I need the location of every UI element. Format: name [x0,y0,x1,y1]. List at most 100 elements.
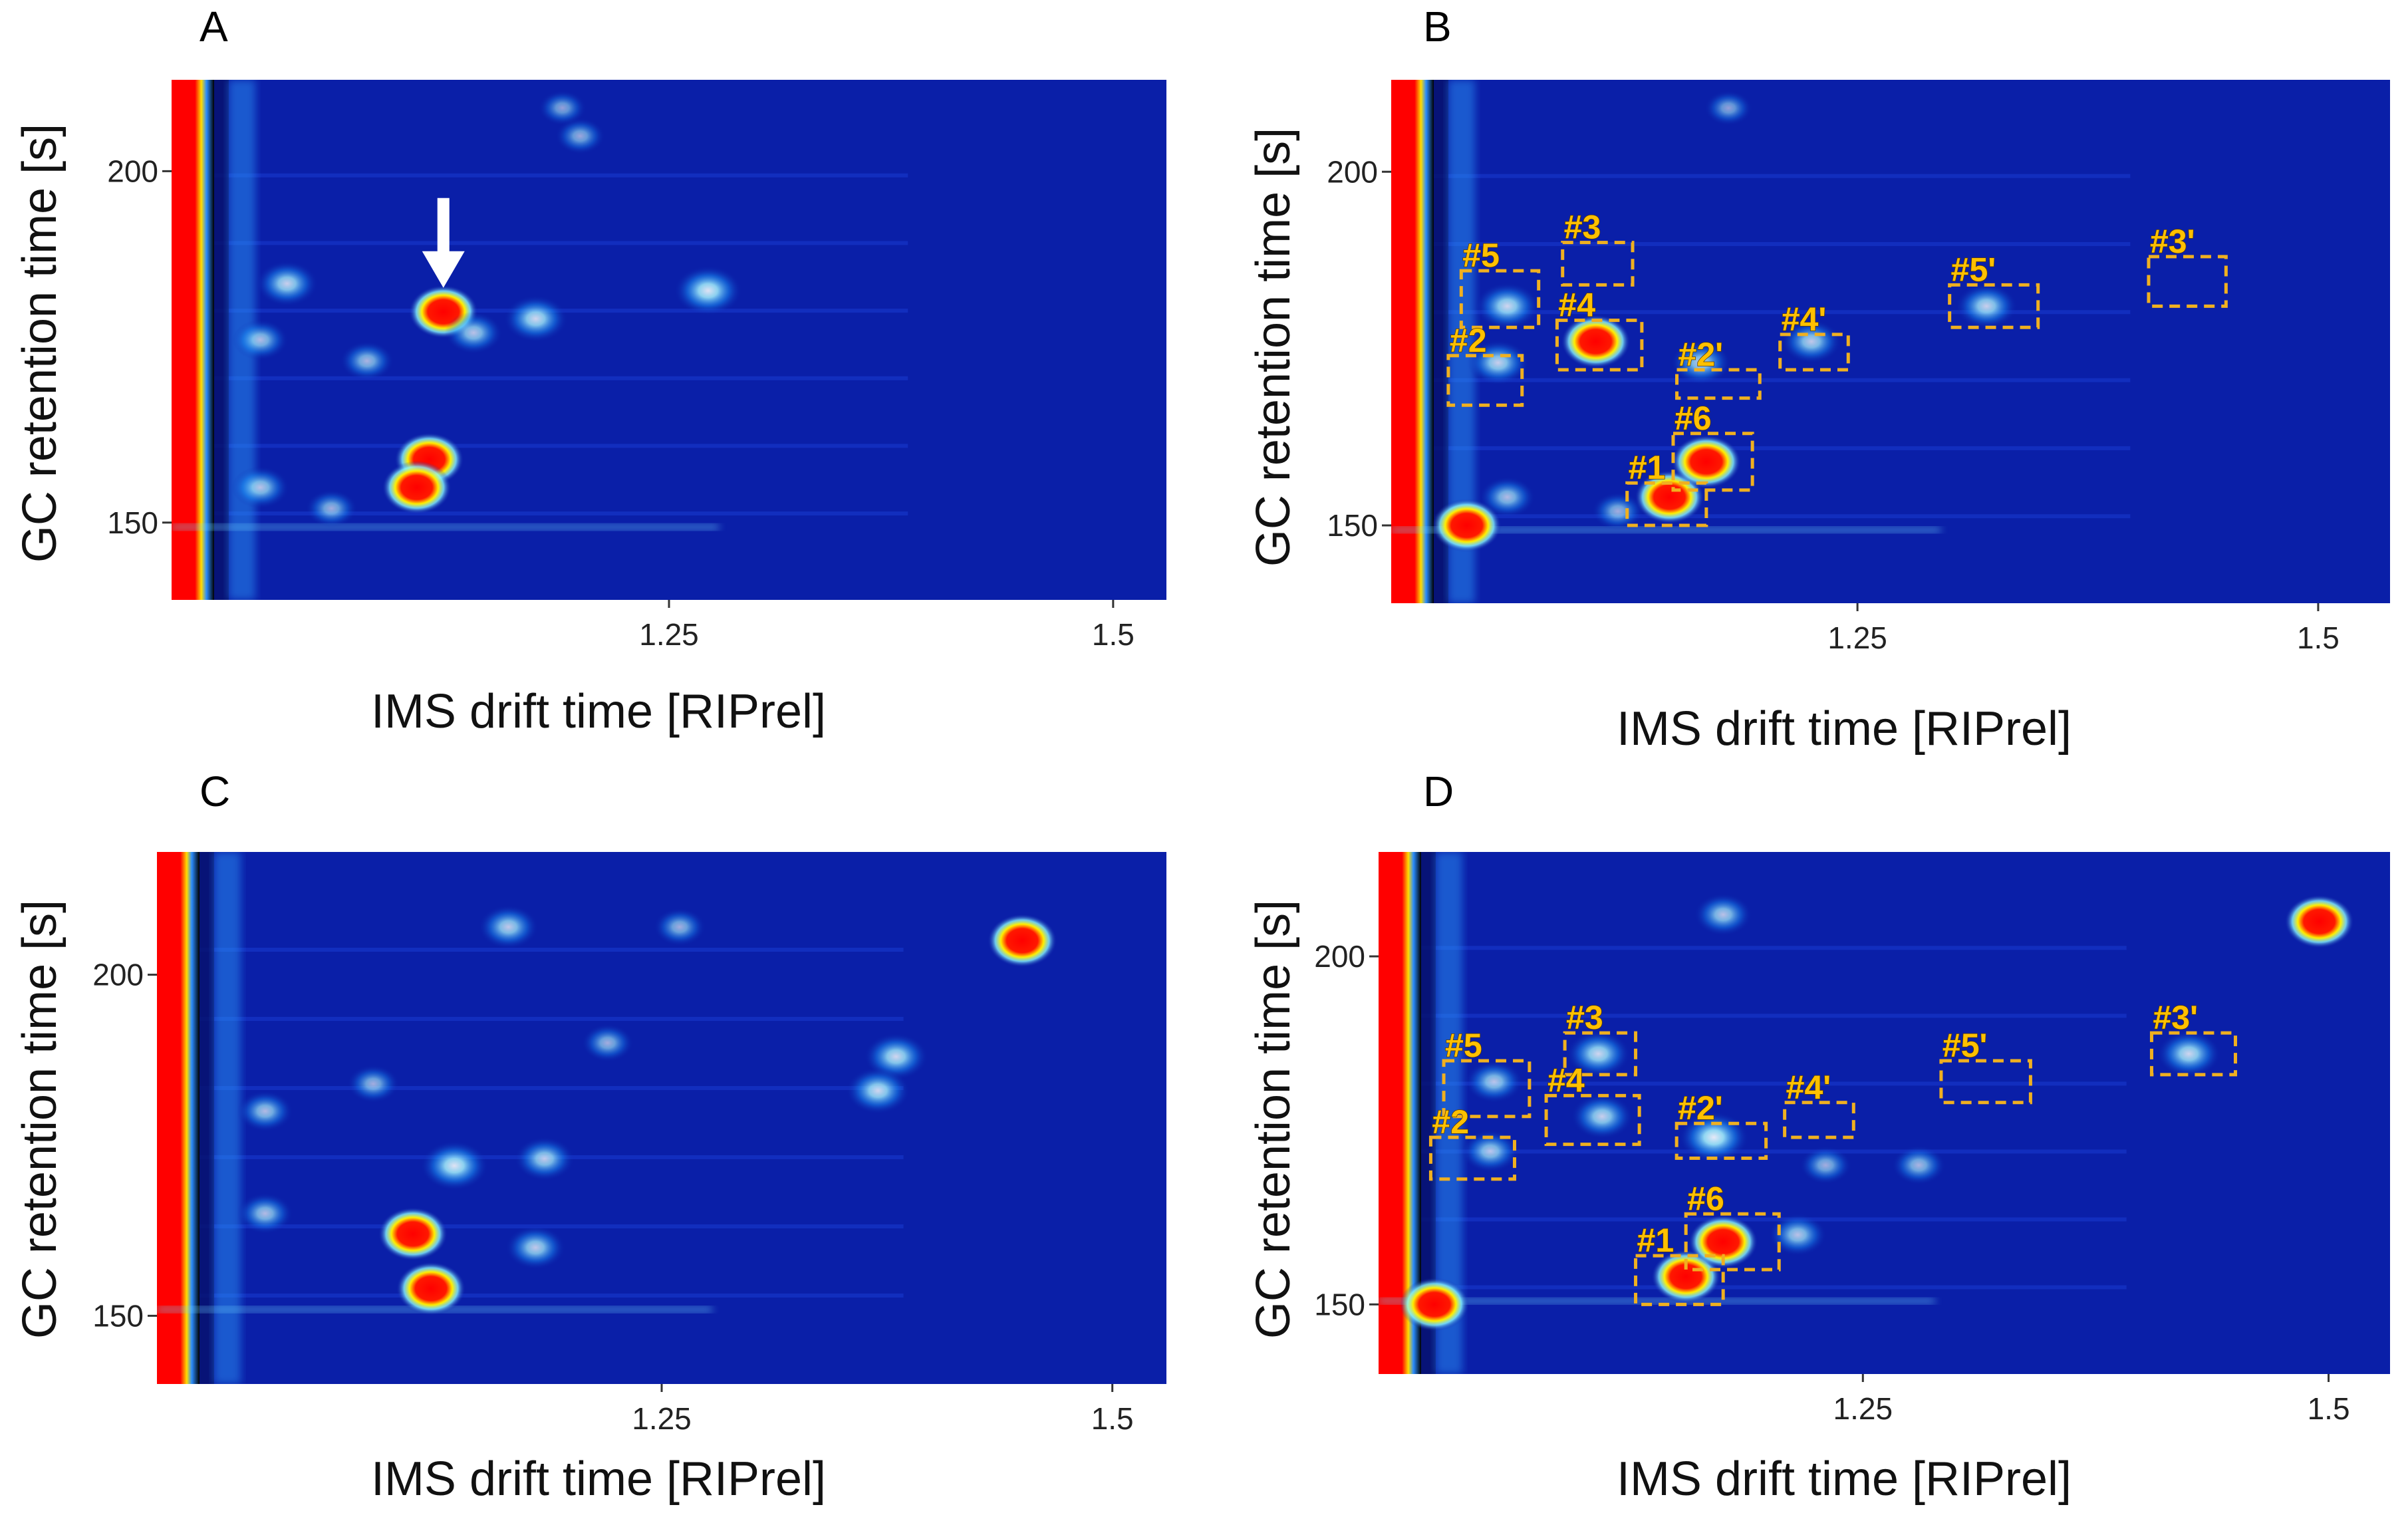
peak-d-9 [1461,1130,1520,1173]
panel-letter-d: D [1423,767,1454,815]
heatmap-background [1379,852,2390,1374]
peak-a-12 [555,118,605,155]
peak-c-1 [396,1262,466,1315]
highlight-arrow-icon [422,198,465,288]
peak-box-d-7 [1939,1059,2032,1105]
heatmap-b [1391,80,2390,603]
peak-box-b-10 [1625,481,1708,527]
peak-box-label-b-3: #4 [1558,287,1595,324]
peak-a-7 [232,319,289,360]
peak-c-13 [347,1065,400,1103]
peak-box-b-2 [1561,241,1635,287]
peak-box-label-d-4: #2 [1432,1103,1469,1141]
y-axis-title-a: GC retention time [s] [13,124,67,563]
peak-a-13 [538,90,587,126]
y-tick-label-a-2: 200 [107,154,158,188]
x-tick-label-c-1: 1.25 [632,1401,692,1436]
heatmap-d [1379,852,2390,1374]
background-streak [211,173,908,178]
peak-box-label-b-7: #5' [1951,251,1996,288]
background-streak [1418,1285,2127,1290]
peak-c-9 [237,1090,293,1132]
peak-c-12 [581,1024,634,1062]
x-axis-title-c: IMS drift time [RIPrel] [371,1452,826,1506]
peak-b-1 [1432,499,1502,553]
peak-box-label-d-9: #6 [1687,1180,1724,1217]
x-axis-title-a: IMS drift time [RIPrel] [371,685,826,738]
y-tick-label-a-1: 150 [107,505,158,540]
axis-ticks-d: 1.25 1.5 150 200 [1314,939,2349,1426]
peak-b-8 [1781,319,1841,364]
peak-a-11 [305,489,358,528]
peak-a-6 [674,265,742,316]
peak-box-d-5 [1674,1121,1768,1161]
peak-d-10 [2157,1030,2221,1077]
peak-b-12 [1704,90,1753,126]
peak-d-7 [1571,1093,1633,1139]
y-tick-label-b-1: 150 [1327,508,1378,543]
peak-c-10 [237,1192,293,1234]
panel-letter-b: B [1423,3,1452,51]
x-tick-label-a-1: 1.25 [639,617,699,652]
peak-c-3 [988,914,1057,968]
rip-shadow [214,80,229,600]
rip-shadow [1434,80,1448,603]
plot-area-c [157,852,1166,1384]
x-tick-label-a-2: 1.5 [1092,617,1135,652]
baseline-ridge [1391,527,1941,533]
peak-box-b-4 [1446,354,1524,407]
background-streak [211,511,908,516]
panel-b: B #5 #3 #4 #2 #2' #4' #5' #3' #6#1 1.25 1.5 150 200… [1247,3,2390,756]
heatmap-background [1391,80,2390,603]
y-axis-title-c: GC retention time [s] [13,900,67,1339]
background-streak [211,376,908,380]
peak-c-11 [478,904,539,949]
peak-a-4 [256,261,319,307]
peak-box-label-b-4: #2 [1450,322,1487,359]
background-streak [197,1224,904,1228]
peak-box-label-d-5: #2' [1678,1089,1723,1127]
peak-box-d-9 [1684,1212,1781,1272]
heatmap-c [157,852,1166,1384]
peak-box-label-d-6: #4' [1786,1069,1831,1106]
peak-box-label-b-10: #1 [1629,449,1666,486]
baseline-ridge [1379,1298,1935,1304]
rip-band [157,852,200,1384]
background-streak [1431,174,2131,178]
peak-b-10 [1479,476,1536,518]
peak-c-5 [514,1137,575,1181]
panel-letter-c: C [200,767,230,815]
background-streak [1418,1217,2127,1222]
background-streak [1418,1081,2127,1086]
peak-d-12 [1694,893,1752,936]
peak-box-label-d-10: #1 [1637,1222,1674,1259]
peak-a-10 [231,466,290,509]
peak-box-d-1 [1442,1059,1532,1119]
peak-box-d-3 [1544,1093,1641,1147]
peak-box-b-5 [1675,368,1762,400]
heatmap-a [172,80,1166,600]
peak-b-7 [1671,341,1731,385]
peak-c-8 [505,1225,566,1270]
peak-box-b-7 [1948,283,2040,329]
peak-a-9 [444,311,503,354]
peak-box-label-b-5: #2' [1678,336,1724,373]
peak-box-d-10 [1634,1254,1725,1306]
background-streak [1431,514,2131,519]
axis-ticks-b: 1.25 1.5 150 200 [1327,154,2340,655]
y-tick-label-b-2: 200 [1327,154,1378,189]
peak-box-label-d-7: #5' [1942,1027,1988,1064]
peak-b-9 [1955,283,2018,329]
peak-d-13 [1891,1145,1946,1185]
y-axis-title-b: GC retention time [s] [1247,128,1300,567]
rip-shadow [200,852,214,1384]
x-tick-label-d-1: 1.25 [1833,1391,1893,1426]
peak-box-d-4 [1428,1135,1516,1181]
x-tick-label-d-2: 1.5 [2308,1391,2350,1426]
background-streak [1418,1014,2127,1018]
peak-box-label-d-3: #4 [1547,1061,1585,1099]
peak-b-4 [1561,315,1631,368]
